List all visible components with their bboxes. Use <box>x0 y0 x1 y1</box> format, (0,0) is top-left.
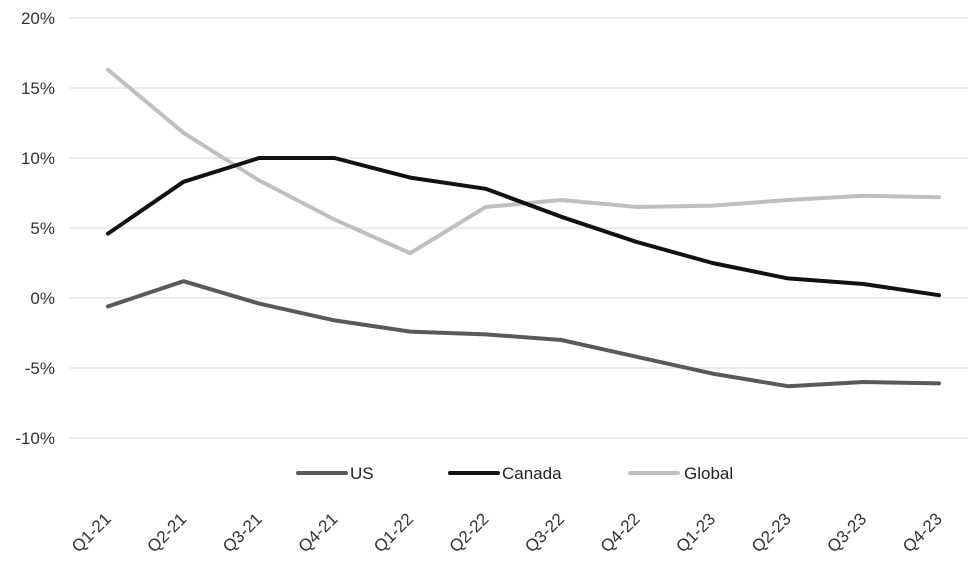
legend: US Canada Global <box>296 464 733 483</box>
legend-label: Global <box>684 464 733 483</box>
series-line-global <box>106 67 941 256</box>
x-tick-label: Q1-23 <box>672 509 719 556</box>
x-tick-label: Q4-21 <box>295 509 342 556</box>
series-line-canada <box>106 156 941 298</box>
x-tick-label: Q3-23 <box>823 509 870 556</box>
series-lines <box>106 67 941 389</box>
legend-item-us: US <box>296 464 374 483</box>
x-tick-label: Q4-22 <box>597 509 644 556</box>
x-tick-label: Q1-21 <box>68 509 115 556</box>
y-tick-label: 0% <box>30 289 55 308</box>
legend-label: US <box>350 464 374 483</box>
x-tick-label: Q3-21 <box>219 509 266 556</box>
y-axis-tick-labels: -10% -5% 0% 5% 10% 15% 20% <box>15 9 55 448</box>
y-tick-label: 10% <box>21 149 55 168</box>
y-tick-label: -5% <box>25 359 55 378</box>
legend-label: Canada <box>502 464 562 483</box>
y-tick-label: 20% <box>21 9 55 28</box>
y-tick-label: 5% <box>30 219 55 238</box>
x-tick-label: Q2-21 <box>144 509 191 556</box>
x-axis-tick-labels: Q1-21 Q2-21 Q3-21 Q4-21 Q1-22 Q2-22 Q3-22 Q4-22… <box>68 509 946 556</box>
y-tick-label: 15% <box>21 79 55 98</box>
x-tick-label: Q3-22 <box>521 509 568 556</box>
x-tick-label: Q1-22 <box>370 509 417 556</box>
x-tick-label: Q2-22 <box>446 509 493 556</box>
x-tick-label: Q4-23 <box>899 509 946 556</box>
gridlines <box>70 17 968 439</box>
legend-item-canada: Canada <box>448 464 562 483</box>
x-tick-label: Q2-23 <box>748 509 795 556</box>
legend-item-global: Global <box>628 464 733 483</box>
series-line-us <box>106 279 941 389</box>
y-tick-label: -10% <box>15 429 55 448</box>
